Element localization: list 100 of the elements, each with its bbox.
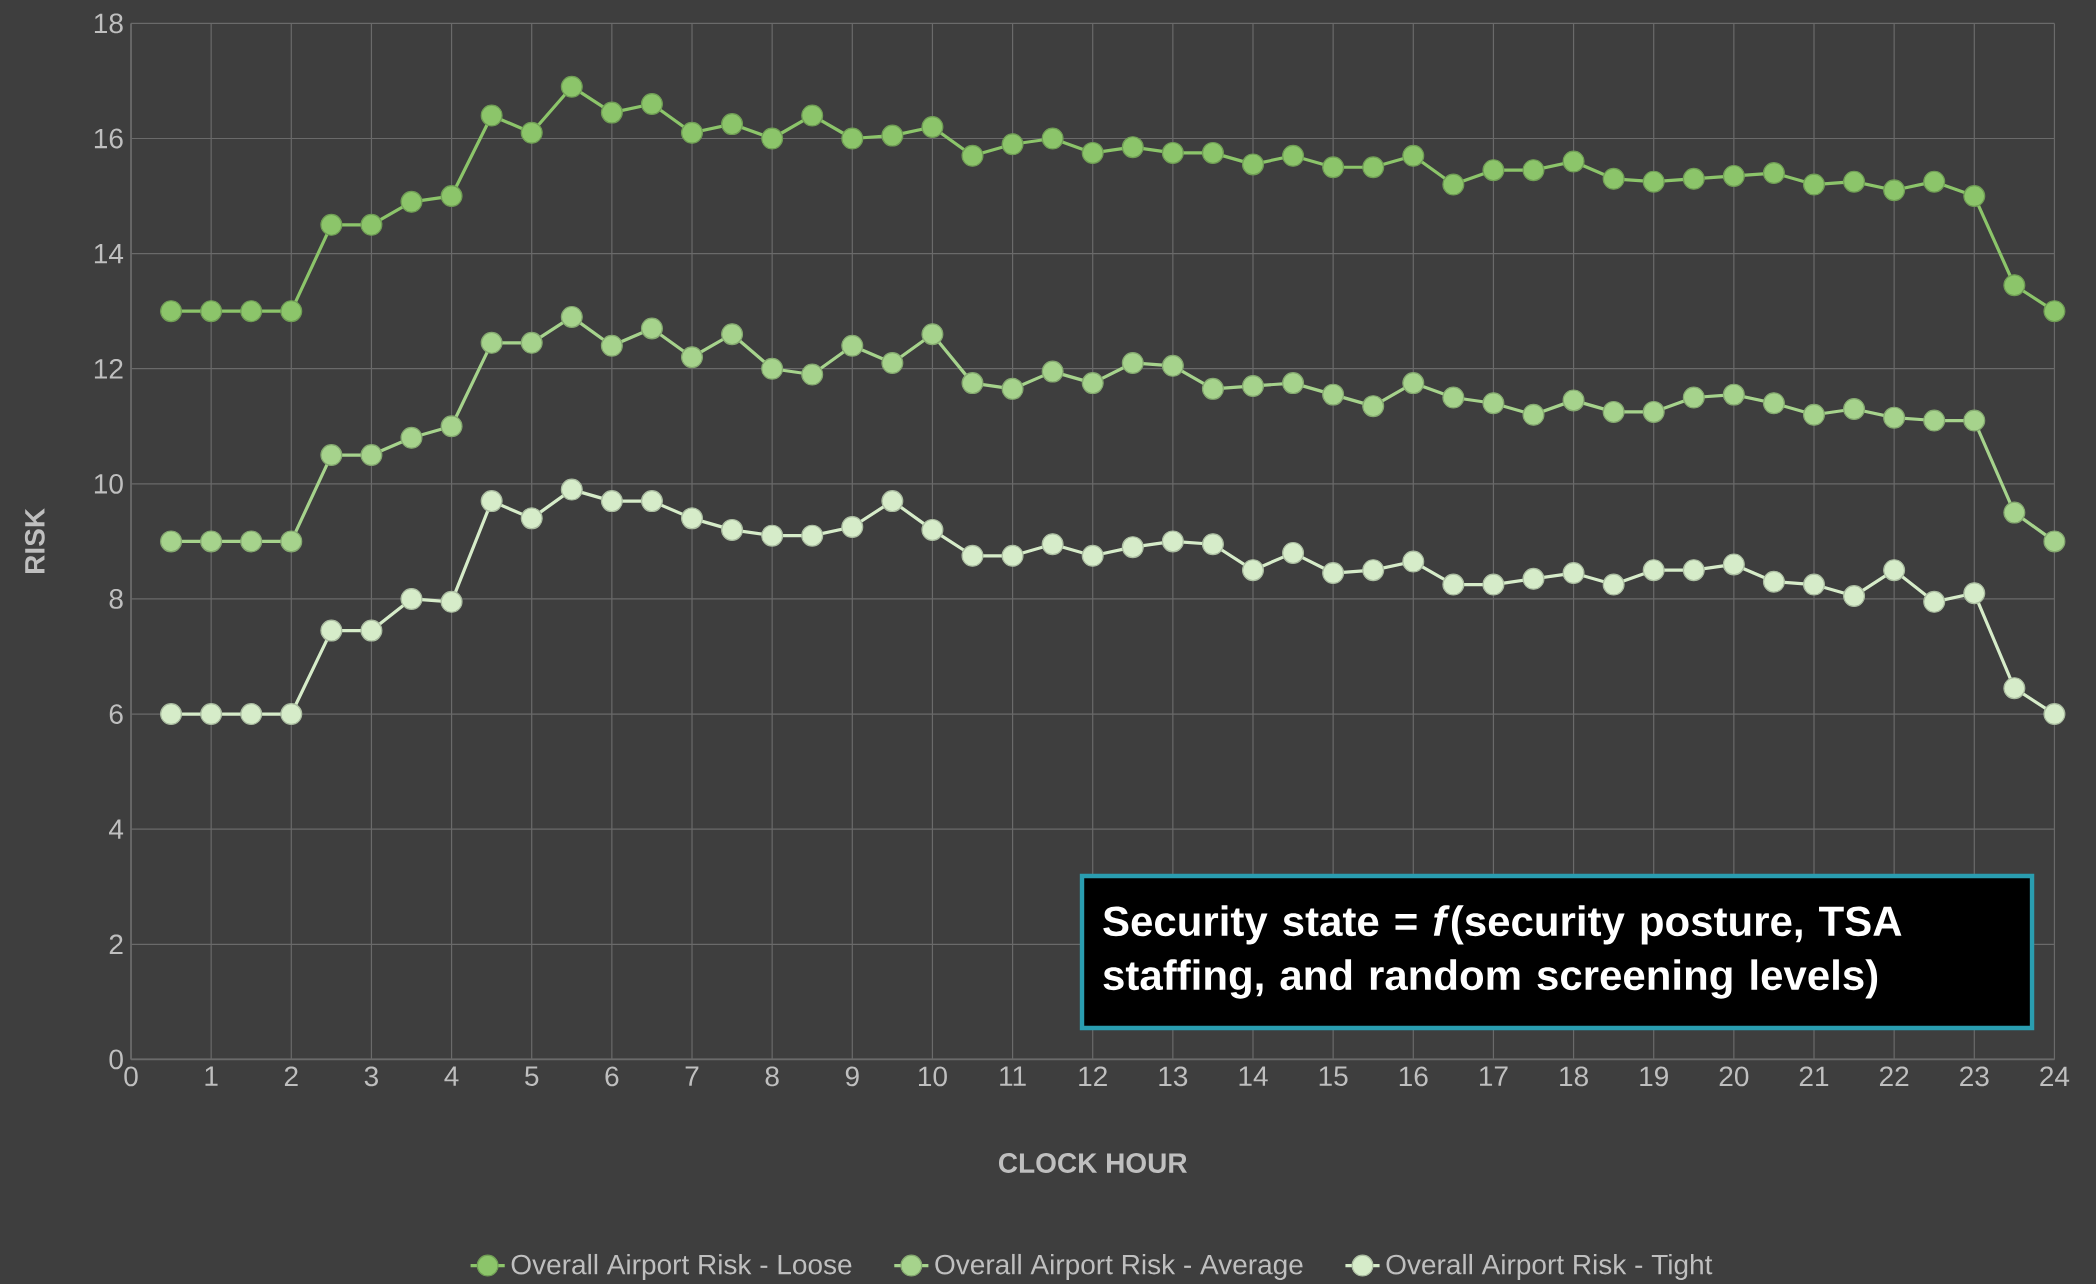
point <box>1322 156 1345 179</box>
y-tick-label: 14 <box>94 243 124 264</box>
point <box>1883 179 1906 202</box>
point <box>721 518 744 541</box>
point <box>400 426 423 449</box>
point <box>961 544 984 567</box>
x-tick-label: 5 <box>525 1066 539 1087</box>
point <box>200 300 223 323</box>
point <box>1642 400 1665 423</box>
point <box>1803 403 1825 426</box>
point <box>1883 559 1906 582</box>
y-tick-label: 4 <box>108 819 124 839</box>
point <box>280 300 303 323</box>
point <box>560 305 583 328</box>
point <box>1322 562 1345 585</box>
point <box>1161 530 1184 553</box>
point <box>1081 544 1104 567</box>
point <box>280 703 303 726</box>
x-tick-label: 12 <box>1079 1066 1107 1087</box>
point <box>1843 585 1866 608</box>
point <box>600 334 623 357</box>
point <box>1322 383 1345 406</box>
point <box>640 92 663 115</box>
point <box>520 507 543 530</box>
point <box>921 518 944 541</box>
point <box>320 444 343 467</box>
y-tick-label: 8 <box>109 589 123 609</box>
y-tick-label: 16 <box>94 128 123 149</box>
point <box>1482 392 1505 415</box>
legend-label: Overall Airport Risk - Average <box>935 1253 1303 1281</box>
y-axis-title: RISK <box>24 508 45 573</box>
point <box>2003 274 2026 297</box>
point <box>320 619 343 642</box>
x-tick-label: 2 <box>284 1066 298 1087</box>
point <box>1883 406 1906 429</box>
x-tick-label: 22 <box>1879 1066 1909 1087</box>
point <box>1161 141 1184 164</box>
annotation: Security state = f(security posture, TSA staffing, and random screening levels) <box>1103 905 1902 999</box>
point <box>1282 372 1305 395</box>
point <box>801 104 824 127</box>
point <box>1843 170 1866 193</box>
point <box>761 524 784 547</box>
point <box>600 490 623 513</box>
point <box>681 346 703 369</box>
legend-label: Overall Airport Risk - Loose <box>511 1253 852 1281</box>
x-tick-label: 21 <box>1799 1066 1829 1087</box>
x-tick-label: 23 <box>1960 1066 1989 1087</box>
point <box>1602 573 1625 596</box>
point <box>1121 136 1144 159</box>
point <box>1402 144 1425 167</box>
x-tick-label: 18 <box>1560 1066 1588 1087</box>
point <box>1081 372 1104 395</box>
point <box>1442 573 1465 596</box>
x-tick-label: 8 <box>765 1066 779 1087</box>
y-tick-label: 18 <box>94 13 123 34</box>
point <box>240 703 263 726</box>
point <box>1402 550 1425 573</box>
point <box>761 127 784 150</box>
point <box>1963 582 1986 605</box>
point <box>1642 170 1665 193</box>
y-tick-label: 6 <box>109 704 123 724</box>
point <box>721 323 744 346</box>
point <box>480 104 503 127</box>
point <box>640 317 663 340</box>
y-tick-label: 10 <box>94 473 123 494</box>
x-axis-title: CLOCK HOUR <box>998 1153 1188 1173</box>
point <box>1001 544 1024 567</box>
point <box>480 490 503 513</box>
x-tick-label: 24 <box>2040 1066 2070 1087</box>
point <box>1602 400 1625 423</box>
x-tick-label: 6 <box>605 1066 619 1087</box>
point <box>480 331 503 354</box>
point <box>921 323 944 346</box>
x-tick-label: 3 <box>364 1066 378 1087</box>
point <box>761 357 784 380</box>
point <box>1201 141 1224 164</box>
point <box>1522 403 1545 426</box>
point <box>520 331 543 354</box>
point <box>1682 167 1705 190</box>
x-tick-label: 4 <box>444 1066 459 1086</box>
point <box>1041 533 1064 556</box>
x-tick-label: 13 <box>1159 1066 1188 1087</box>
point <box>2043 703 2066 726</box>
point <box>1722 383 1745 406</box>
point <box>881 124 904 147</box>
point <box>1843 398 1866 421</box>
point <box>1682 386 1705 409</box>
point <box>1562 150 1585 173</box>
x-tick-label: 14 <box>1239 1066 1268 1086</box>
point <box>881 351 904 374</box>
point <box>1722 553 1745 576</box>
point <box>160 300 183 323</box>
y-tick-label: 0 <box>109 1049 123 1070</box>
point <box>1803 173 1825 196</box>
point <box>1362 156 1385 179</box>
y-tick-label: 12 <box>94 358 123 379</box>
point <box>1522 159 1545 182</box>
point <box>1682 559 1705 582</box>
y-tick-label: 2 <box>109 934 123 955</box>
point <box>1803 573 1825 596</box>
